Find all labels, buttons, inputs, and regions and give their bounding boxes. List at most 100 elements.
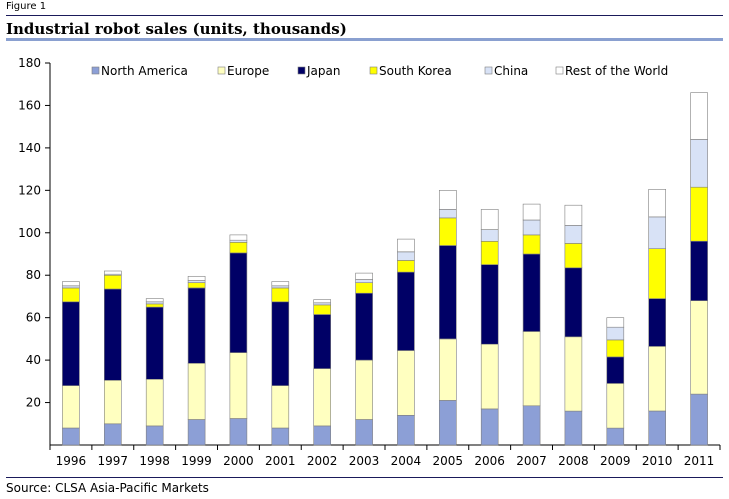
bar-europe-1996 [62, 385, 80, 429]
y-tick-label: 20 [26, 396, 41, 410]
x-tick-label: 2009 [600, 454, 631, 468]
bar-south-korea-2002 [313, 304, 332, 315]
x-tick-label: 2004 [391, 454, 422, 468]
stacked-bar-chart: 20 40 60 80 100 120 140 160 180 1996 1997 1998 1999 2… [18, 56, 721, 468]
bar-japan-1999 [187, 287, 206, 364]
bar-north-america-2010 [648, 410, 667, 446]
bar-china-2000 [229, 239, 248, 243]
bar-north-america-2003 [355, 419, 373, 446]
legend-label-europe: Europe [227, 64, 269, 78]
bar-japan-2006 [480, 264, 499, 345]
bar-south-korea-2003 [355, 282, 373, 294]
bar-north-america-1996 [62, 427, 80, 446]
x-tick-label: 1996 [56, 454, 87, 468]
legend-label-south-korea: South Korea [379, 64, 452, 78]
bar-north-america-2011 [690, 393, 708, 446]
bar-japan-2009 [606, 356, 625, 384]
bar-rest-of-the-world-2011 [690, 92, 708, 140]
bar-europe-2001 [271, 385, 290, 429]
x-tick-label: 2003 [349, 454, 380, 468]
x-tick-label: 2002 [307, 454, 338, 468]
bar-north-america-2002 [313, 425, 332, 446]
bar-china-2004 [397, 251, 415, 261]
bar-south-korea-2005 [438, 217, 457, 246]
x-tick-label: 2010 [642, 454, 673, 468]
bar-europe-2000 [229, 352, 248, 419]
x-tick-label: 1999 [181, 454, 212, 468]
bar-south-korea-1996 [62, 287, 80, 303]
bar-japan-1996 [62, 301, 80, 386]
bar-japan-2003 [355, 292, 373, 361]
bar-north-america-1998 [145, 425, 164, 446]
bar-china-2009 [606, 326, 625, 341]
legend-swatch-north-america [91, 66, 100, 75]
bar-rest-of-the-world-1996 [62, 281, 80, 287]
bar-japan-2008 [564, 267, 583, 338]
bar-europe-2006 [480, 343, 499, 410]
bar-japan-2002 [313, 314, 332, 369]
bar-north-america-2006 [480, 408, 499, 446]
bar-europe-2010 [648, 345, 667, 412]
bar-europe-2003 [355, 359, 373, 420]
bar-rest-of-the-world-2001 [271, 281, 290, 287]
bar-north-america-2004 [397, 414, 415, 446]
bar-europe-2009 [606, 383, 625, 429]
bar-rest-of-the-world-1998 [145, 298, 164, 303]
bar-rest-of-the-world-2007 [522, 203, 541, 221]
bar-rest-of-the-world-2000 [229, 234, 248, 241]
y-tick-label: 100 [18, 226, 41, 240]
y-tick-label: 120 [18, 183, 41, 197]
y-tick-label: 140 [18, 141, 41, 155]
bar-china-2011 [690, 139, 708, 188]
bar-china-2003 [355, 279, 373, 284]
bar-europe-2004 [397, 350, 415, 416]
bar-europe-2007 [522, 331, 541, 407]
bar-rest-of-the-world-2004 [397, 238, 415, 253]
bar-japan-2005 [438, 245, 457, 340]
bar-europe-2005 [438, 338, 457, 401]
bar-china-2008 [564, 225, 583, 244]
legend-label-japan: Japan [306, 64, 340, 78]
y-tick-label: 40 [26, 353, 41, 367]
bar-japan-2007 [522, 253, 541, 332]
bar-north-america-2001 [271, 427, 290, 446]
bar-china-2006 [480, 229, 499, 242]
bar-north-america-2000 [229, 418, 248, 446]
y-tick-label: 60 [26, 311, 41, 325]
x-tick-label: 2008 [558, 454, 589, 468]
x-tick-label: 2000 [223, 454, 254, 468]
y-tick-label: 80 [26, 268, 41, 282]
bar-south-korea-2006 [480, 241, 499, 265]
bar-china-2002 [313, 302, 332, 306]
bar-europe-2011 [690, 300, 708, 395]
top-rule [6, 15, 723, 16]
bottom-rule [6, 477, 723, 478]
bar-china-2001 [271, 285, 290, 289]
bar-japan-2000 [229, 252, 248, 353]
bar-rest-of-the-world-2008 [564, 204, 583, 226]
bar-rest-of-the-world-2003 [355, 272, 373, 280]
bar-china-2010 [648, 216, 667, 249]
bar-china-1998 [145, 301, 164, 305]
bar-europe-1998 [145, 378, 164, 427]
legend-swatch-south-korea [369, 66, 378, 75]
bar-rest-of-the-world-2005 [438, 190, 457, 210]
x-tick-label: 2001 [265, 454, 296, 468]
bar-rest-of-the-world-2009 [606, 317, 625, 328]
bar-south-korea-2010 [648, 248, 667, 299]
bar-north-america-2008 [564, 410, 583, 446]
bar-north-america-1999 [187, 419, 206, 446]
bar-europe-2002 [313, 368, 332, 427]
bar-south-korea-2000 [229, 242, 248, 254]
bar-rest-of-the-world-1999 [187, 275, 206, 281]
bar-japan-1997 [104, 288, 122, 381]
bar-europe-1997 [104, 379, 122, 425]
bar-china-2005 [438, 209, 457, 219]
legend-swatch-rest-of-the-world [555, 66, 564, 75]
bar-japan-2001 [271, 301, 290, 386]
bar-japan-2010 [648, 298, 667, 347]
legend-swatch-japan [297, 66, 306, 75]
bar-north-america-2007 [522, 405, 541, 446]
bar-south-korea-1997 [104, 274, 122, 290]
legend-swatch-europe [217, 66, 226, 75]
